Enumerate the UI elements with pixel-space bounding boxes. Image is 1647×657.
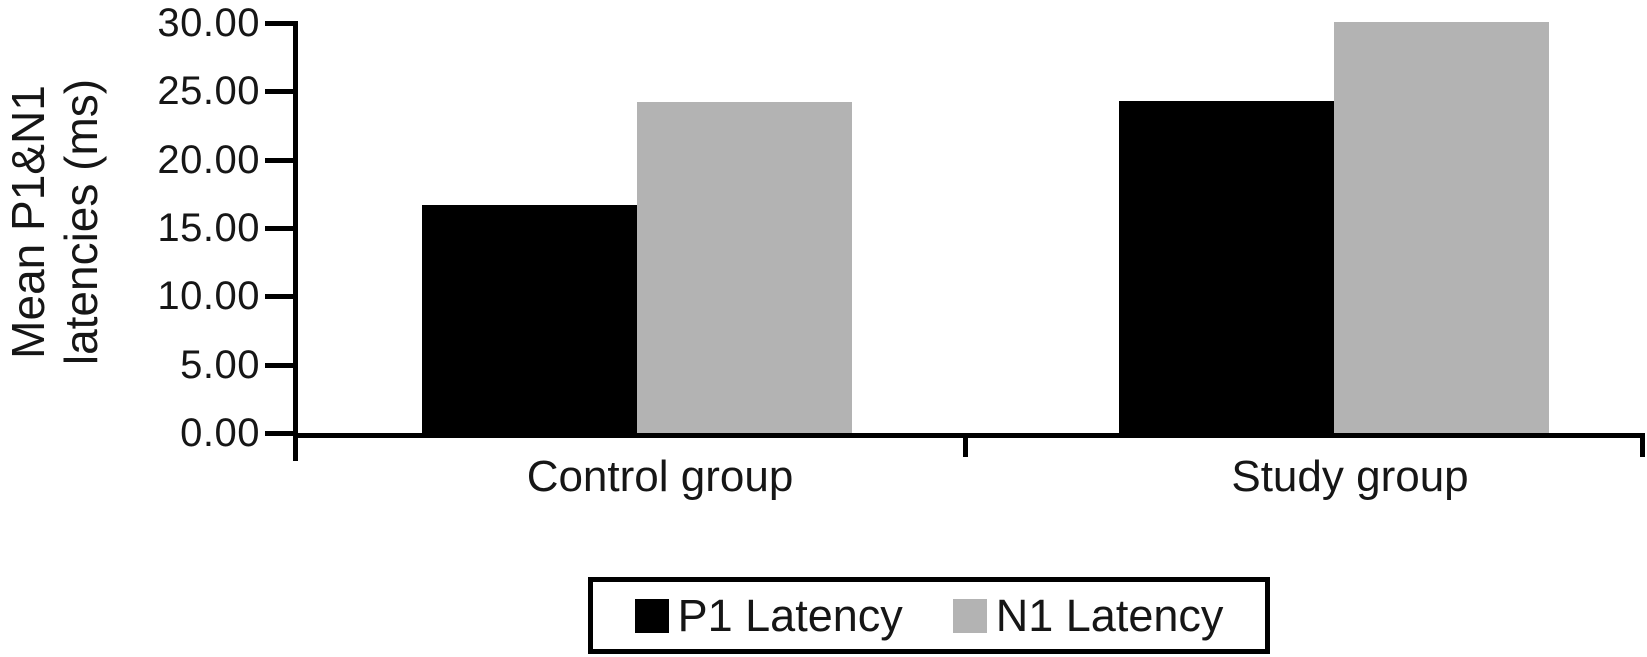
bar-n1-latency-control-group	[637, 102, 852, 433]
y-tick-label: 10.00	[157, 274, 260, 318]
y-axis-tick	[265, 89, 293, 94]
x-axis-tick	[1640, 433, 1645, 457]
bar-p1-latency-study-group	[1119, 101, 1334, 433]
legend-label: N1 Latency	[995, 589, 1224, 641]
bar-p1-latency-control-group	[422, 205, 637, 433]
y-axis-tick	[265, 21, 293, 26]
legend-swatch-icon	[952, 598, 987, 633]
y-axis-tick	[265, 363, 293, 368]
y-tick-label: 15.00	[157, 206, 260, 250]
y-tick-label: 5.00	[180, 343, 260, 387]
legend-label: P1 Latency	[677, 589, 903, 641]
y-tick-label: 30.00	[157, 1, 260, 45]
y-tick-label: 25.00	[157, 69, 260, 113]
legend-swatch-icon	[634, 598, 669, 633]
y-axis-tick	[265, 226, 293, 231]
bar-n1-latency-study-group	[1334, 22, 1549, 433]
y-tick-label: 0.00	[180, 411, 260, 455]
y-axis-tick	[265, 431, 293, 436]
y-axis-line	[293, 21, 298, 461]
legend-entry-n1-latency: N1 Latency	[952, 589, 1224, 642]
y-axis-tick	[265, 158, 293, 163]
legend-entry-p1-latency: P1 Latency	[634, 589, 903, 642]
legend: P1 Latency N1 Latency	[588, 577, 1270, 654]
y-tick-label: 20.00	[157, 138, 260, 182]
category-label-study-group: Study group	[1231, 452, 1469, 501]
x-axis-line	[293, 433, 1645, 438]
y-axis-tick	[265, 294, 293, 299]
category-label-control-group: Control group	[526, 452, 794, 501]
x-axis-tick	[963, 433, 968, 457]
